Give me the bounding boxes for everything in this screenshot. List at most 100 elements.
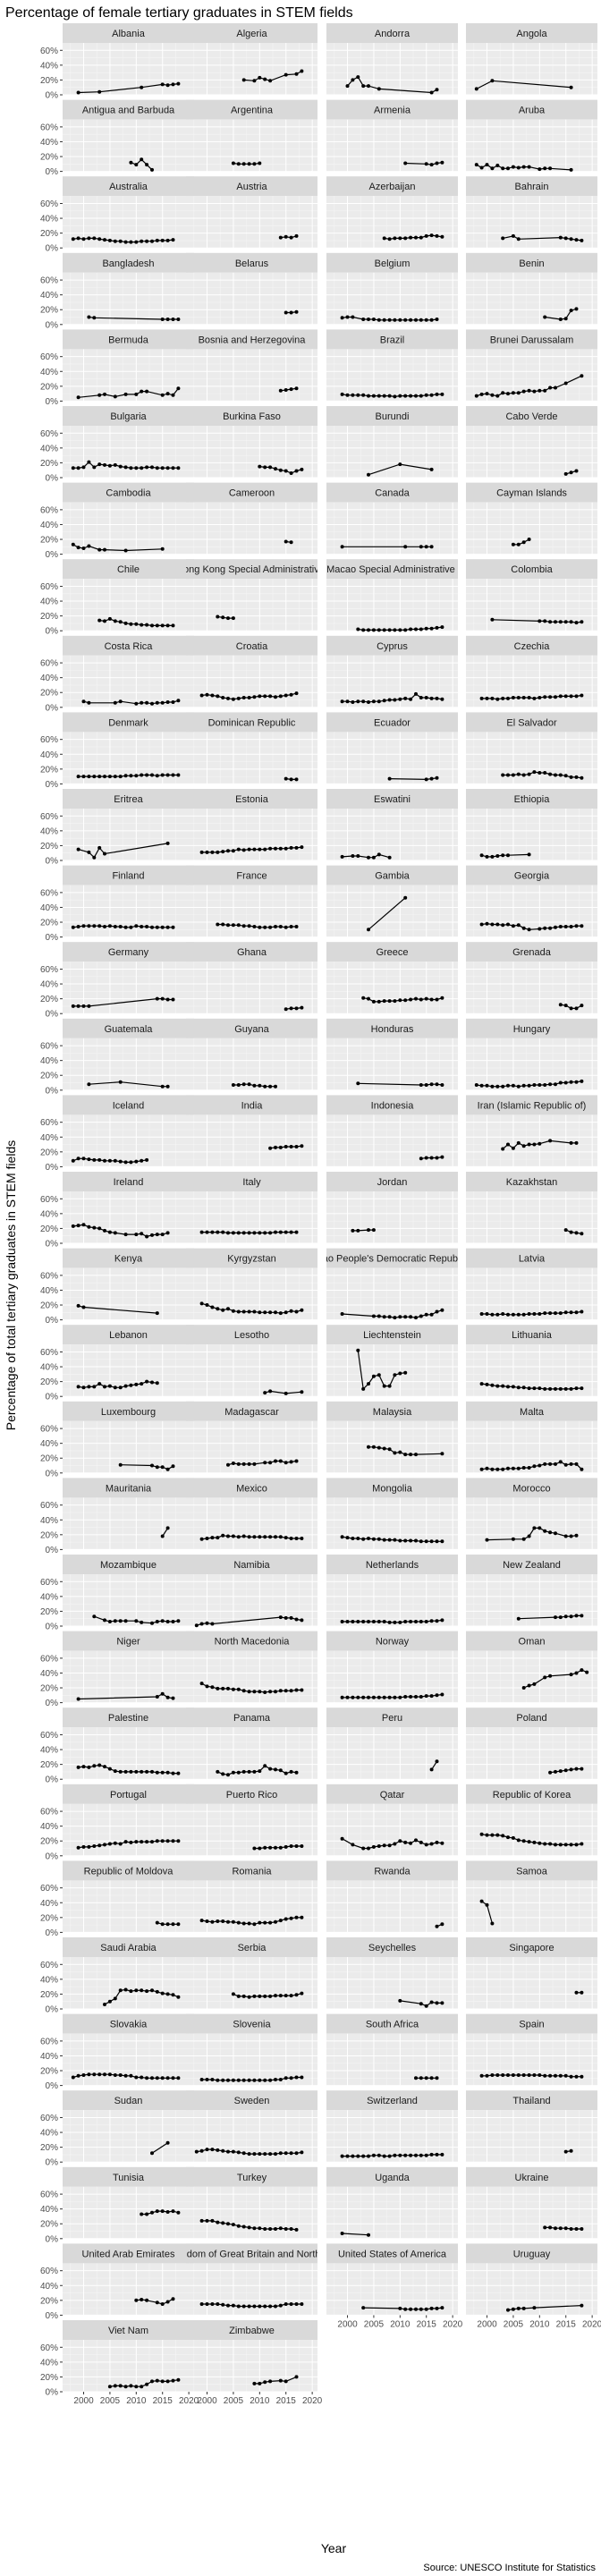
data-point (490, 79, 495, 83)
data-point (548, 1462, 553, 1466)
panel-background (466, 962, 597, 1014)
facet-strip (186, 1478, 317, 1498)
data-point (356, 75, 360, 80)
data-point (92, 1764, 97, 1768)
data-point (165, 1467, 170, 1471)
facet-strip-label: Grenada (512, 947, 552, 958)
data-point (92, 855, 97, 860)
data-point (538, 1141, 542, 1146)
facet-strip-label: Germany (108, 947, 149, 958)
data-point (155, 1381, 159, 1385)
facet-strip-label: Republic of Korea (493, 1790, 571, 1801)
data-point (543, 1675, 547, 1680)
data-point (284, 1771, 288, 1775)
data-point (247, 1535, 251, 1539)
y-tick-label: 40% (40, 980, 58, 990)
y-tick-label: 60% (40, 812, 58, 822)
data-point (134, 240, 139, 244)
data-point (118, 620, 123, 624)
data-point (247, 1309, 251, 1314)
data-point (543, 166, 547, 171)
data-point (274, 2227, 277, 2231)
data-point (252, 1690, 257, 1694)
series-line (280, 235, 297, 239)
data-point (474, 87, 478, 91)
data-point (429, 1694, 434, 1699)
data-point (241, 2151, 246, 2156)
data-point (171, 318, 175, 321)
y-tick-label: 60% (40, 1118, 58, 1128)
data-point (574, 694, 579, 699)
facet-strip-label: Albania (112, 29, 146, 39)
data-point (521, 1839, 526, 1843)
data-point (516, 1084, 521, 1089)
facet-panel: Lesotho (186, 1325, 317, 1397)
facet-strip (63, 2013, 194, 2034)
facet-strip (63, 1401, 194, 1421)
data-point (97, 237, 102, 242)
data-point (419, 394, 423, 398)
data-point (284, 693, 288, 698)
data-point (294, 1145, 299, 1148)
data-point (221, 615, 225, 620)
panel-background (326, 1420, 458, 1473)
data-point (377, 999, 381, 1004)
data-point (87, 1385, 91, 1389)
data-point (81, 465, 86, 470)
data-point (429, 545, 434, 549)
panel-background (63, 1497, 194, 1550)
y-tick-label: 60% (40, 1731, 58, 1741)
data-point (145, 1989, 149, 1994)
data-point (294, 1688, 299, 1692)
facet-strip (466, 329, 597, 350)
data-point (205, 850, 209, 854)
data-point (371, 2153, 376, 2157)
data-point (563, 774, 568, 778)
x-tick-label: 2020 (302, 2396, 323, 2406)
data-point (563, 1310, 568, 1315)
data-point (113, 1231, 117, 1235)
data-point (87, 700, 91, 705)
y-tick-label: 0% (46, 1316, 59, 1326)
facet-panel: Canada (326, 482, 458, 555)
y-tick-label: 0% (46, 320, 59, 330)
y-tick-label: 60% (40, 505, 58, 515)
x-tick-label: 2000 (197, 2396, 217, 2406)
data-point (160, 82, 165, 87)
data-point (558, 1311, 563, 1316)
series-line (89, 1081, 168, 1088)
facet-strip (186, 789, 317, 809)
data-point (247, 924, 251, 928)
y-tick-label: 0% (46, 1623, 59, 1632)
data-point (300, 1688, 304, 1692)
data-point (367, 1228, 370, 1233)
data-point (340, 1695, 344, 1699)
data-point (258, 847, 262, 852)
data-point (134, 392, 139, 396)
data-point (403, 696, 408, 700)
y-tick-label: 20% (40, 1072, 58, 1081)
y-tick-label: 40% (40, 1363, 58, 1373)
data-point (81, 2073, 86, 2077)
facet-panel: Argentina (186, 99, 317, 173)
data-point (563, 1080, 568, 1085)
data-point (538, 1463, 542, 1468)
series-line (78, 1380, 157, 1388)
x-tick-label: 2010 (126, 2396, 147, 2406)
data-point (129, 160, 133, 165)
data-point (516, 1312, 521, 1317)
data-point (155, 700, 159, 705)
y-tick-label: 40% (40, 61, 58, 71)
data-point (81, 1223, 86, 1227)
data-point (511, 1083, 515, 1088)
data-point (511, 1312, 515, 1317)
facet-panel: Peru (326, 1707, 458, 1780)
data-point (569, 1006, 573, 1011)
data-point (289, 2227, 293, 2231)
data-point (289, 1230, 293, 1234)
data-point (393, 394, 397, 399)
